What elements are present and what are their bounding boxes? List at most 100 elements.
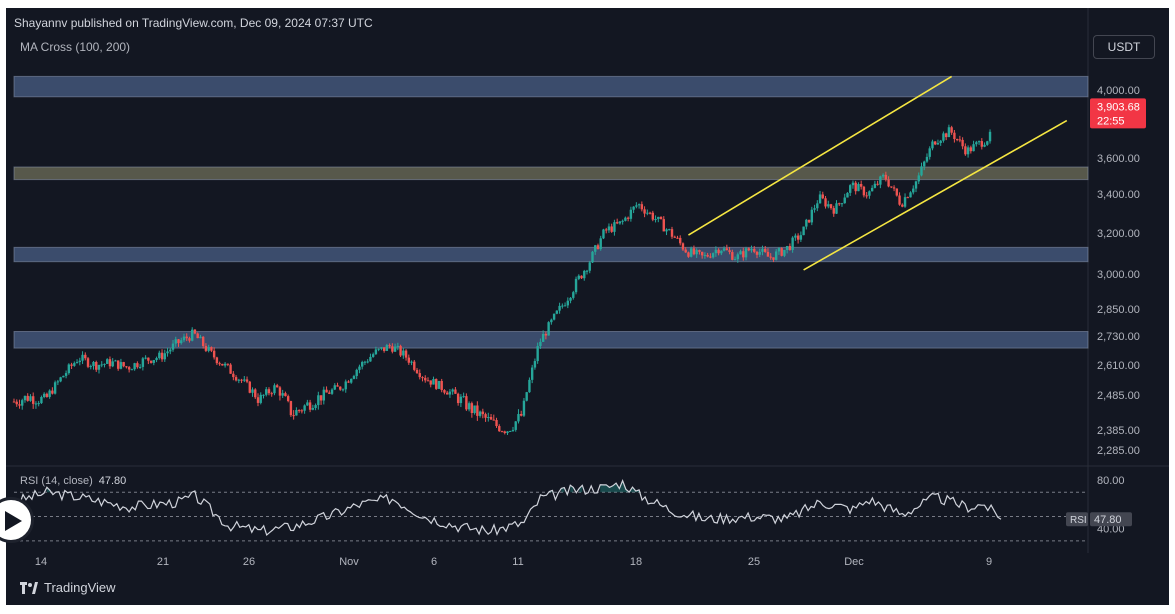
candle-body — [95, 361, 98, 370]
candle — [758, 248, 761, 258]
candle-body — [182, 336, 186, 341]
candle — [788, 243, 792, 251]
candle — [950, 125, 953, 135]
candle — [574, 276, 578, 295]
candle — [426, 377, 430, 382]
candle-body — [40, 396, 43, 404]
candle — [766, 248, 770, 257]
rsi-badge-label: RSI — [1070, 515, 1087, 526]
zone-1[interactable] — [13, 166, 1089, 181]
candle-body — [322, 389, 326, 401]
channel-lower-line[interactable] — [803, 119, 1068, 271]
rsi-legend[interactable]: RSI (14, close) 47.80 — [20, 475, 126, 487]
candle — [182, 333, 186, 343]
candle-body — [306, 402, 309, 406]
candle — [95, 360, 98, 372]
candle-body — [130, 369, 134, 371]
candle-body — [92, 361, 95, 367]
candle — [106, 358, 109, 364]
zone-0[interactable] — [13, 75, 1089, 98]
candle-body — [86, 358, 90, 367]
zone-2[interactable] — [13, 246, 1089, 263]
zone-3[interactable] — [13, 331, 1089, 349]
candle — [210, 346, 213, 353]
candle — [37, 400, 40, 407]
candle — [456, 392, 460, 406]
candle — [618, 221, 622, 225]
channel-upper-line[interactable] — [688, 75, 953, 236]
candle — [969, 145, 973, 154]
rsi-axis-tick: 40.00 — [1097, 524, 1125, 536]
countdown-label: 22:55 — [1097, 115, 1125, 127]
candle — [879, 175, 882, 189]
candle — [396, 342, 400, 351]
candle-body — [629, 209, 633, 219]
currency-selector[interactable]: USDT — [1093, 35, 1155, 59]
candle — [319, 395, 323, 405]
candle — [75, 359, 79, 364]
candle — [476, 401, 479, 421]
candle-body — [640, 204, 644, 210]
candle — [308, 399, 312, 413]
indicator-label[interactable]: MA Cross (100, 200) — [20, 40, 131, 54]
candle-body — [942, 133, 945, 141]
rsi-line[interactable] — [13, 479, 1002, 537]
candle — [199, 334, 202, 339]
candle — [961, 137, 964, 150]
candle-body — [276, 385, 279, 388]
candle-body — [314, 405, 317, 408]
candle-body — [687, 252, 690, 257]
candle-body — [448, 391, 452, 395]
candle-body — [558, 305, 561, 311]
candle — [273, 383, 276, 396]
candle-body — [794, 235, 797, 238]
play-button[interactable] — [0, 497, 34, 543]
candle-body — [961, 139, 964, 147]
candle-body — [791, 237, 794, 250]
candle — [347, 380, 350, 383]
candle-body — [462, 396, 465, 398]
candle — [977, 140, 981, 145]
candle-body — [783, 249, 786, 256]
candle-body — [377, 348, 380, 350]
candle — [262, 394, 265, 399]
candle — [360, 360, 364, 370]
candle-body — [772, 257, 775, 260]
candle — [53, 380, 57, 395]
candle — [12, 398, 16, 403]
candle-body — [286, 396, 290, 402]
candle — [300, 409, 304, 414]
candle-body — [407, 357, 410, 363]
candle-body — [618, 221, 622, 224]
candle — [668, 228, 671, 231]
candle-body — [59, 377, 62, 382]
candle-body — [23, 395, 27, 401]
candle-body — [854, 182, 857, 192]
tradingview-brand[interactable]: TradingView — [20, 580, 116, 595]
candle — [670, 226, 674, 239]
candle — [632, 206, 635, 214]
candle — [177, 338, 180, 347]
candle-body — [308, 402, 312, 410]
candle — [470, 401, 474, 418]
candle-body — [489, 416, 493, 420]
candle-body — [70, 364, 73, 366]
candle-body — [988, 131, 992, 142]
candle — [100, 361, 103, 368]
candle — [21, 398, 24, 410]
candle-body — [583, 270, 586, 279]
price-axis-tick: 2,610.00 — [1097, 360, 1140, 372]
candle — [796, 233, 800, 244]
candle-body — [906, 197, 909, 199]
candle-body — [339, 386, 342, 390]
candle — [45, 392, 49, 398]
candle — [64, 370, 68, 379]
time-axis-tick: 6 — [431, 556, 437, 568]
candle — [621, 219, 624, 225]
chart-canvas[interactable]: 4,000.00 3,600.00 3,400.00 3,200.00 3,000.00… — [6, 8, 1169, 605]
candle-body — [492, 419, 495, 421]
candle-body — [188, 338, 191, 341]
candle-body — [470, 403, 474, 414]
candle-body — [788, 246, 792, 250]
candle — [160, 349, 164, 362]
